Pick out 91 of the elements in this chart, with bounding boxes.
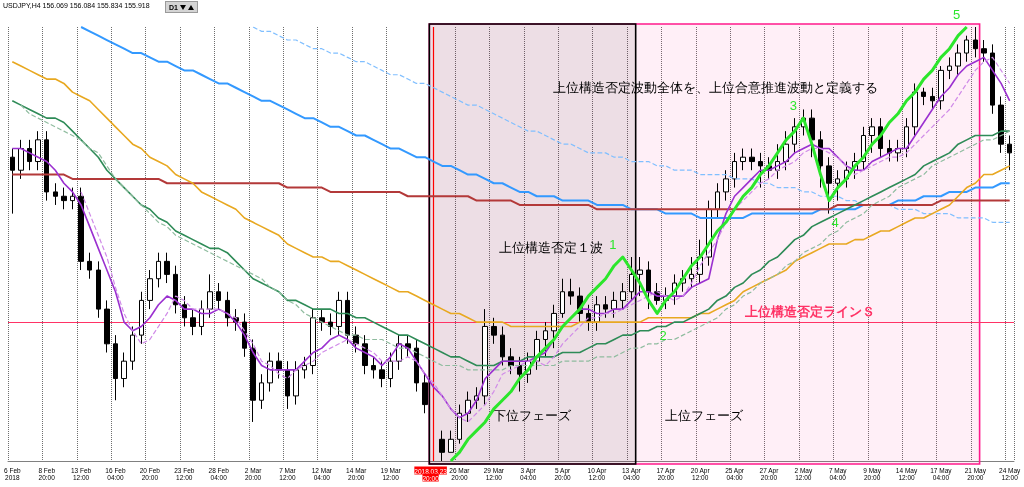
candlestick (250, 338, 256, 423)
candlestick (646, 260, 651, 310)
candlestick (388, 352, 393, 388)
candlestick (758, 152, 763, 189)
candlestick (53, 182, 58, 206)
candlestick (835, 169, 840, 202)
candlestick (809, 108, 815, 158)
candlestick (749, 148, 755, 171)
candlestick (310, 308, 316, 375)
candlestick (259, 373, 264, 410)
candlestick (207, 273, 213, 319)
annotation: 1 (609, 236, 617, 252)
ref-line-label: 上位構造否定ラインＳ (744, 304, 875, 320)
candlestick (998, 95, 1004, 154)
candlestick (18, 139, 24, 180)
candlestick (302, 356, 307, 380)
band-label: 下位フェーズ (493, 407, 573, 423)
candlestick (353, 325, 359, 353)
candlestick (121, 352, 127, 388)
candlestick (70, 187, 75, 210)
candlestick (319, 308, 325, 332)
candlestick (500, 325, 505, 367)
candlestick (147, 269, 153, 310)
candlestick (285, 360, 290, 410)
candlestick (104, 299, 110, 353)
candlestick (568, 278, 574, 306)
candlestick (190, 308, 196, 336)
candlestick (345, 291, 350, 345)
candlestick (904, 117, 909, 158)
candlestick (328, 312, 333, 336)
candlestick (740, 148, 746, 171)
candlestick (457, 404, 462, 445)
candlestick (990, 43, 995, 115)
candlestick (482, 308, 488, 406)
candlestick (723, 169, 729, 202)
annotation: 2 (659, 327, 667, 343)
candlestick (1007, 135, 1012, 171)
candlestick (139, 291, 144, 345)
candlestick (637, 256, 643, 297)
candlestick (156, 252, 161, 288)
candlestick (10, 148, 15, 215)
candlestick (955, 43, 961, 76)
candlestick (276, 352, 282, 380)
candlestick (422, 373, 428, 414)
candlestick (414, 338, 419, 393)
candlestick (517, 356, 522, 393)
candlestick (379, 360, 385, 388)
candlestick (826, 156, 832, 215)
text: 5 (953, 6, 961, 22)
candlestick (336, 291, 342, 336)
candlestick (689, 256, 694, 288)
annotation: 4 (831, 215, 839, 231)
candlestick (130, 325, 135, 371)
candlestick (973, 26, 978, 58)
candlestick (35, 130, 41, 171)
candlestick (921, 87, 926, 106)
candlestick (869, 117, 875, 154)
candlestick (543, 321, 548, 358)
candlestick (491, 317, 497, 345)
candlestick (620, 282, 626, 310)
candlestick (78, 187, 84, 271)
candlestick (551, 304, 557, 349)
candlestick (405, 334, 411, 358)
candlestick (448, 430, 454, 453)
candlestick (947, 56, 952, 80)
candlestick (930, 87, 935, 110)
candlestick (981, 39, 987, 63)
candlestick (96, 260, 101, 319)
candlestick (371, 356, 376, 380)
candlestick (61, 187, 67, 210)
candlestick (216, 282, 221, 310)
candlestick (164, 252, 170, 284)
candlestick (611, 291, 617, 319)
candlestick (603, 295, 608, 319)
candlestick (439, 430, 445, 462)
annotation: 上位構造否定１波 (499, 240, 604, 256)
candlestick (732, 152, 737, 189)
candlestick (964, 35, 969, 63)
candlestick (629, 256, 634, 301)
candlestick (113, 334, 118, 401)
candlestick (560, 278, 565, 319)
candlestick (938, 65, 944, 110)
candlestick (293, 360, 299, 406)
candlestick (44, 130, 49, 202)
candlestick (87, 252, 92, 280)
candlestick (199, 299, 204, 336)
candlestick (912, 82, 918, 136)
band-label: 上位フェーズ (665, 407, 745, 423)
annotation: 3 (789, 97, 797, 113)
candlestick (715, 182, 720, 219)
candlestick (173, 265, 178, 314)
